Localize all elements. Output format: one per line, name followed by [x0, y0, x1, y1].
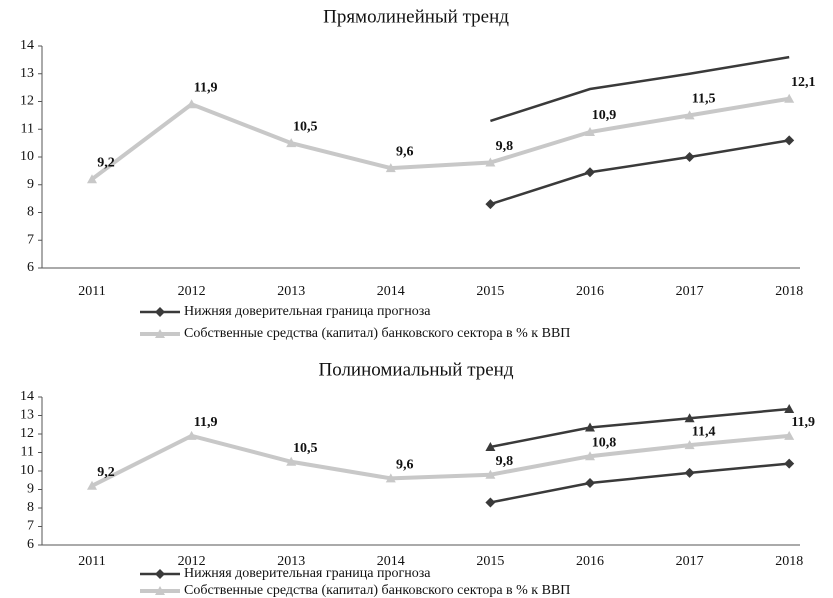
point [485, 199, 496, 210]
point [684, 467, 695, 478]
legend-marker [155, 569, 165, 579]
point [286, 456, 297, 466]
legend-marker [155, 307, 165, 317]
value-label: 10,5 [293, 119, 318, 134]
point [485, 157, 496, 167]
x-tick-label: 2013 [277, 554, 305, 569]
point [585, 451, 595, 461]
x-tick-label: 2013 [277, 284, 305, 299]
x-tick-label: 2016 [576, 554, 604, 569]
series-line [490, 139, 790, 206]
point [87, 174, 97, 184]
y-tick-label: 11 [21, 121, 34, 136]
x-tick-label: 2018 [775, 284, 803, 299]
value-label: 10,5 [293, 441, 318, 456]
point [485, 497, 496, 508]
value-label: 11,9 [194, 415, 218, 430]
value-label: 10,9 [592, 108, 617, 123]
point [585, 167, 595, 178]
y-tick-label: 10 [20, 149, 34, 164]
point [286, 138, 297, 148]
x-tick-label: 2017 [676, 284, 704, 299]
x-tick-label: 2016 [576, 284, 604, 299]
legend-label: Собственные средства (капитал) банковско… [184, 326, 570, 341]
chart-title: Полиномиальный тренд [318, 359, 513, 380]
point [385, 473, 396, 483]
point [684, 152, 695, 162]
legend-label: Собственные средства (капитал) банковско… [184, 583, 570, 598]
value-label: 12,1 [791, 75, 816, 90]
value-label: 9,8 [496, 139, 514, 154]
y-tick-label: 8 [27, 500, 34, 515]
point [684, 110, 695, 120]
value-label: 11,5 [692, 92, 716, 107]
point [385, 163, 396, 173]
y-tick-label: 8 [27, 205, 34, 220]
series-line [490, 462, 790, 504]
series-line [91, 433, 790, 488]
value-label: 9,2 [97, 155, 115, 170]
point [87, 480, 97, 490]
y-tick-label: 7 [27, 519, 34, 534]
point [784, 93, 795, 103]
point [784, 430, 795, 440]
chart-title: Прямолинейный тренд [323, 6, 509, 27]
value-label: 11,9 [791, 415, 815, 430]
y-tick-label: 12 [20, 94, 34, 109]
y-tick-label: 6 [27, 537, 34, 552]
y-tick-label: 14 [20, 38, 34, 53]
point [784, 458, 795, 469]
point [684, 440, 695, 450]
series-line [490, 407, 790, 449]
legend-label: Нижняя доверительная граница прогноза [184, 304, 431, 319]
x-tick-label: 2012 [178, 284, 206, 299]
y-tick-label: 7 [27, 232, 34, 247]
point [186, 99, 197, 109]
value-label: 9,2 [97, 465, 115, 480]
x-tick-label: 2011 [78, 284, 105, 299]
x-tick-label: 2014 [377, 284, 405, 299]
point [485, 441, 496, 451]
series-line [90, 96, 790, 181]
x-tick-label: 2011 [78, 554, 105, 569]
value-label: 10,8 [592, 435, 617, 450]
y-tick-label: 6 [27, 260, 34, 275]
y-tick-label: 13 [20, 408, 34, 423]
point [684, 413, 695, 423]
y-tick-label: 10 [20, 463, 34, 478]
y-tick-label: 9 [27, 482, 34, 497]
value-label: 9,6 [396, 458, 414, 473]
value-label: 11,4 [692, 424, 716, 439]
point [585, 127, 595, 137]
series-line [490, 55, 790, 123]
x-tick-label: 2017 [676, 554, 704, 569]
legend-marker [155, 329, 165, 338]
x-tick-label: 2012 [178, 554, 206, 569]
legend-label: Нижняя доверительная граница прогноза [184, 566, 431, 581]
legend-marker [155, 586, 165, 595]
x-tick-label: 2015 [476, 554, 504, 569]
x-tick-label: 2015 [476, 284, 504, 299]
x-tick-label: 2018 [775, 554, 803, 569]
point [784, 404, 795, 414]
y-tick-label: 12 [20, 426, 34, 441]
y-tick-label: 9 [27, 177, 34, 192]
y-tick-label: 13 [20, 66, 34, 81]
y-tick-label: 14 [20, 389, 34, 404]
point [784, 135, 795, 146]
point [485, 469, 496, 479]
point [585, 478, 595, 489]
value-label: 9,6 [396, 144, 414, 159]
y-tick-label: 11 [21, 445, 34, 460]
point [186, 430, 197, 440]
point [585, 422, 595, 432]
value-label: 11,9 [194, 80, 218, 95]
x-tick-label: 2014 [377, 554, 405, 569]
value-label: 9,8 [496, 454, 514, 469]
